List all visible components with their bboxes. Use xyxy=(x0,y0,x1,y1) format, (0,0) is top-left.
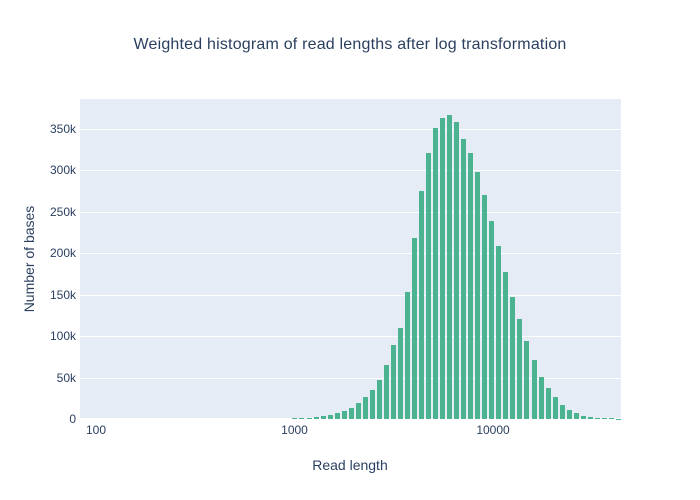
histogram-bar[interactable] xyxy=(426,152,431,419)
x-tick-label: 1000 xyxy=(281,423,308,437)
histogram-bar[interactable] xyxy=(292,418,298,419)
gridline xyxy=(80,378,621,379)
y-tick-label: 50k xyxy=(56,370,76,385)
histogram-bar[interactable] xyxy=(559,404,565,419)
gridline xyxy=(80,253,621,254)
histogram-bar[interactable] xyxy=(320,416,326,419)
y-tick-label: 300k xyxy=(49,163,76,177)
histogram-bar[interactable] xyxy=(341,411,347,419)
histogram-bar[interactable] xyxy=(601,418,607,419)
histogram-bar[interactable] xyxy=(433,127,438,419)
histogram-bar[interactable] xyxy=(503,272,509,419)
histogram-bar[interactable] xyxy=(447,115,453,419)
histogram-bar[interactable] xyxy=(531,360,537,419)
histogram-bar[interactable] xyxy=(496,246,502,419)
histogram-bar[interactable] xyxy=(390,345,396,419)
gridline xyxy=(80,170,621,171)
histogram-bar[interactable] xyxy=(475,171,481,419)
histogram-bar[interactable] xyxy=(397,327,403,419)
gridline xyxy=(80,212,621,213)
y-tick-label: 150k xyxy=(49,287,76,302)
y-tick-label: 350k xyxy=(49,121,76,136)
histogram-bar[interactable] xyxy=(348,407,354,419)
histogram-bar[interactable] xyxy=(362,396,368,419)
gridline xyxy=(80,336,621,337)
histogram-bar[interactable] xyxy=(334,413,340,419)
histogram-bar[interactable] xyxy=(355,403,361,419)
histogram-bar[interactable] xyxy=(419,190,424,419)
histogram-bar[interactable] xyxy=(411,238,417,419)
y-tick-label: 250k xyxy=(49,204,76,219)
histogram-bar[interactable] xyxy=(461,138,467,419)
histogram-bar[interactable] xyxy=(573,413,579,419)
histogram-bar[interactable] xyxy=(615,418,621,420)
histogram-bar[interactable] xyxy=(489,220,495,419)
histogram-bar[interactable] xyxy=(306,417,312,419)
histogram-bar[interactable] xyxy=(580,415,586,419)
histogram-bar[interactable] xyxy=(376,380,382,419)
histogram-bar[interactable] xyxy=(313,416,319,419)
histogram-bar[interactable] xyxy=(327,415,333,419)
histogram-bar[interactable] xyxy=(454,121,460,419)
histogram-bar[interactable] xyxy=(587,417,593,419)
chart-title: Weighted histogram of read lengths after… xyxy=(133,36,567,53)
y-tick-label: 100k xyxy=(49,329,76,343)
histogram-bar[interactable] xyxy=(440,117,446,419)
histogram-bar[interactable] xyxy=(552,397,558,419)
histogram-bar[interactable] xyxy=(566,409,572,419)
plot-area[interactable] xyxy=(80,99,621,420)
histogram-bar[interactable] xyxy=(369,390,375,419)
x-tick-label: 100 xyxy=(85,423,107,437)
histogram-bar[interactable] xyxy=(524,341,530,419)
histogram-bar[interactable] xyxy=(404,292,410,419)
y-axis-title: Number of bases xyxy=(21,205,37,313)
x-axis-title: Read length xyxy=(312,457,388,473)
y-tick-label: 0 xyxy=(69,412,76,426)
y-tick-label: 200k xyxy=(49,246,76,260)
histogram-bar[interactable] xyxy=(517,319,523,419)
histogram-bar[interactable] xyxy=(482,194,488,419)
gridline xyxy=(80,129,621,130)
histogram-bar[interactable] xyxy=(299,417,305,419)
histogram-bar[interactable] xyxy=(538,376,544,419)
histogram-bar[interactable] xyxy=(468,153,474,419)
x-tick-label: 10000 xyxy=(476,423,510,437)
histogram-bar[interactable] xyxy=(510,297,516,419)
histogram-bar[interactable] xyxy=(545,387,551,419)
gridline xyxy=(80,295,621,296)
histogram-bar[interactable] xyxy=(383,365,389,419)
histogram-bar[interactable] xyxy=(594,417,600,419)
histogram-bar[interactable] xyxy=(608,418,614,419)
